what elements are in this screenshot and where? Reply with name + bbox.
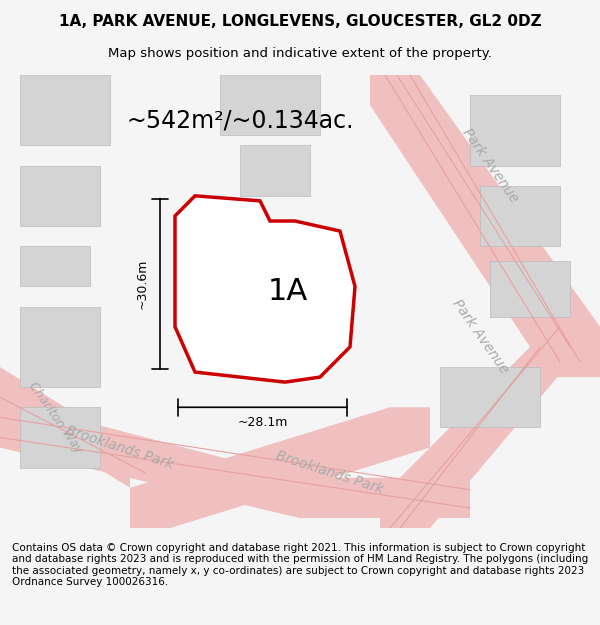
Polygon shape bbox=[130, 408, 430, 528]
Polygon shape bbox=[470, 95, 560, 166]
Text: Brooklands Park: Brooklands Park bbox=[274, 449, 386, 497]
Polygon shape bbox=[0, 408, 470, 518]
Polygon shape bbox=[0, 367, 130, 488]
Polygon shape bbox=[240, 146, 310, 196]
Polygon shape bbox=[480, 186, 560, 246]
Text: Map shows position and indicative extent of the property.: Map shows position and indicative extent… bbox=[108, 48, 492, 61]
Polygon shape bbox=[175, 196, 355, 382]
Text: Brooklands Park: Brooklands Park bbox=[64, 424, 176, 472]
Polygon shape bbox=[490, 261, 570, 317]
Text: Contains OS data © Crown copyright and database right 2021. This information is : Contains OS data © Crown copyright and d… bbox=[12, 542, 588, 588]
Polygon shape bbox=[20, 408, 100, 468]
Polygon shape bbox=[20, 307, 100, 387]
Text: ~28.1m: ~28.1m bbox=[238, 416, 287, 429]
Text: ~542m²/~0.134ac.: ~542m²/~0.134ac. bbox=[126, 108, 354, 132]
Text: 1A: 1A bbox=[268, 277, 308, 306]
Polygon shape bbox=[380, 327, 600, 528]
Text: Park Avenue: Park Avenue bbox=[459, 126, 521, 206]
Polygon shape bbox=[370, 75, 600, 377]
Text: Park Avenue: Park Avenue bbox=[449, 297, 511, 376]
Text: Charlton Way: Charlton Way bbox=[26, 379, 85, 456]
Polygon shape bbox=[20, 75, 110, 146]
Polygon shape bbox=[220, 75, 320, 136]
Text: ~30.6m: ~30.6m bbox=[136, 259, 149, 309]
Polygon shape bbox=[440, 367, 540, 428]
Polygon shape bbox=[20, 166, 100, 226]
Text: 1A, PARK AVENUE, LONGLEVENS, GLOUCESTER, GL2 0DZ: 1A, PARK AVENUE, LONGLEVENS, GLOUCESTER,… bbox=[59, 14, 541, 29]
Polygon shape bbox=[20, 246, 90, 286]
